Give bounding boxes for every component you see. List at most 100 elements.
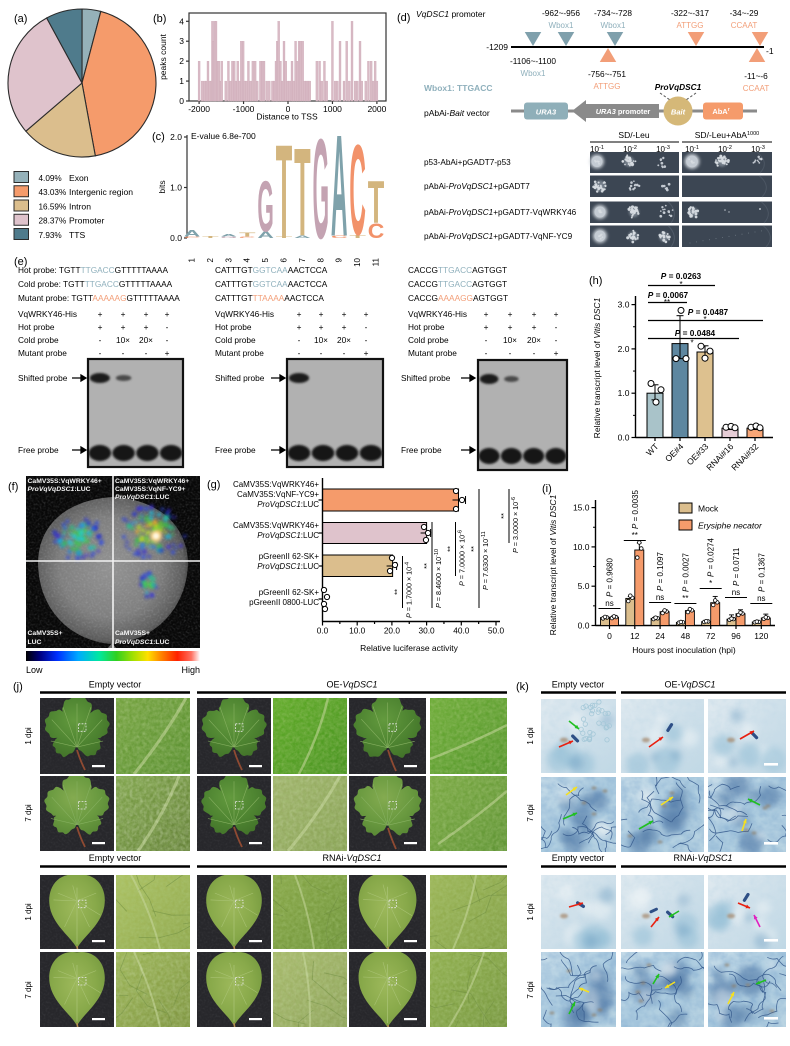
svg-text:OE-VqDSC1: OE-VqDSC1 (326, 680, 377, 690)
svg-text:-1106~-1100: -1106~-1100 (510, 56, 556, 66)
svg-text:15.0: 15.0 (573, 503, 590, 513)
svg-text:96: 96 (731, 631, 741, 641)
svg-text:0.0: 0.0 (317, 626, 329, 636)
svg-text:20×: 20× (337, 335, 351, 345)
svg-text:A: A (331, 104, 348, 266)
svg-text:10.0: 10.0 (349, 626, 366, 636)
svg-text:Empty vector: Empty vector (89, 680, 142, 690)
svg-text:*: * (703, 315, 706, 324)
svg-text:-: - (320, 348, 323, 358)
svg-text:**: ** (446, 546, 455, 552)
svg-text:Wbox1: Wbox1 (549, 21, 574, 30)
svg-text:A: A (221, 233, 238, 237)
svg-text:A: A (257, 230, 274, 241)
svg-text:VqWRKY46-His: VqWRKY46-His (215, 309, 274, 319)
svg-text:28.37%: 28.37% (39, 217, 67, 226)
svg-text:-: - (298, 348, 301, 358)
svg-text:12: 12 (630, 631, 640, 641)
svg-text:C: C (331, 235, 348, 239)
svg-text:Erysiphe necator: Erysiphe necator (698, 521, 763, 531)
svg-text:+: + (484, 322, 489, 332)
svg-text:30.0: 30.0 (419, 626, 436, 636)
svg-text:**: ** (632, 531, 638, 540)
svg-text:20×: 20× (139, 335, 153, 345)
svg-text:CaMV35S+: CaMV35S+ (115, 630, 150, 637)
svg-text:10×: 10× (116, 335, 130, 345)
svg-text:-11~-6: -11~-6 (744, 71, 768, 81)
svg-text:P = 0.0484: P = 0.0484 (675, 328, 716, 338)
svg-text:1 dpi: 1 dpi (24, 903, 33, 921)
svg-text:ProVqDSC1:LUC: ProVqDSC1:LUC (115, 494, 169, 501)
svg-text:ATTGG: ATTGG (594, 82, 621, 91)
svg-text:10-3: 10-3 (751, 145, 765, 154)
svg-text:CaMV35S:VqWRKY46+: CaMV35S:VqWRKY46+ (233, 480, 319, 489)
svg-text:0: 0 (179, 96, 184, 106)
svg-text:10×: 10× (314, 335, 328, 345)
svg-text:LUC: LUC (28, 639, 42, 646)
svg-text:CaMV35S+: CaMV35S+ (28, 630, 63, 637)
svg-text:(i): (i) (542, 483, 552, 495)
svg-text:+: + (532, 322, 537, 332)
svg-text:CATTTGTTTAAAAAACTCCA: CATTTGTTTAAAAAACTCCA (215, 293, 324, 303)
svg-text:Hot probe: Hot probe (18, 322, 55, 332)
svg-text:P = 3.0000 × 10-6: P = 3.0000 × 10-6 (511, 497, 520, 553)
svg-text:Shifted probe: Shifted probe (401, 373, 451, 383)
svg-text:3: 3 (224, 257, 233, 262)
svg-text:(b): (b) (153, 13, 166, 25)
svg-text:40.0: 40.0 (453, 626, 470, 636)
svg-text:(h): (h) (589, 275, 602, 287)
svg-text:+: + (532, 309, 537, 319)
svg-text:T: T (349, 234, 366, 240)
svg-text:P = 0.0035: P = 0.0035 (631, 490, 640, 529)
svg-text:P = 0.9680: P = 0.9680 (606, 558, 615, 597)
svg-text:1 dpi: 1 dpi (24, 727, 33, 745)
svg-text:-: - (365, 335, 368, 345)
svg-text:20.0: 20.0 (384, 626, 401, 636)
svg-text:T: T (368, 169, 385, 236)
svg-text:P = 0.1097: P = 0.1097 (656, 552, 665, 591)
svg-text:+: + (121, 309, 126, 319)
svg-text:pGreenII 62-SK+: pGreenII 62-SK+ (259, 552, 320, 561)
svg-text:0: 0 (286, 104, 291, 114)
svg-text:-: - (365, 322, 368, 332)
svg-text:CaMV35S:VqNF-YC9+: CaMV35S:VqNF-YC9+ (237, 490, 319, 499)
svg-text:0.0: 0.0 (578, 621, 590, 631)
svg-text:7 dpi: 7 dpi (24, 804, 33, 822)
svg-text:7.93%: 7.93% (39, 231, 62, 240)
svg-text:0.0: 0.0 (618, 433, 630, 443)
svg-text:pGreenII 0800-LUC: pGreenII 0800-LUC (249, 598, 319, 607)
svg-text:+: + (554, 348, 559, 358)
svg-text:*: * (709, 579, 712, 588)
svg-text:P = 0.0263: P = 0.0263 (661, 271, 702, 281)
svg-text:*: * (679, 280, 682, 289)
svg-text:+: + (144, 322, 149, 332)
svg-text:+: + (297, 309, 302, 319)
svg-text:Relative luciferase activity: Relative luciferase activity (360, 643, 459, 653)
svg-text:T: T (239, 232, 256, 238)
svg-text:ProVqDSC1:LUC: ProVqDSC1:LUC (257, 562, 319, 571)
svg-text:4: 4 (179, 16, 184, 26)
svg-text:P = 8.4600 × 10-10: P = 8.4600 × 10-10 (434, 549, 443, 608)
svg-text:Mutant probe: Mutant probe (408, 348, 457, 358)
svg-text:48: 48 (681, 631, 691, 641)
svg-text:Cold probe: Cold probe (18, 335, 59, 345)
svg-text:bits: bits (157, 180, 167, 193)
svg-text:+: + (319, 309, 324, 319)
svg-text:Cold probe: TGTTTTGACCGTTTTTAA: Cold probe: TGTTTTGACCGTTTTTAAAA (18, 279, 173, 289)
svg-text:C: C (349, 118, 366, 263)
svg-text:+: + (144, 309, 149, 319)
svg-text:T: T (294, 123, 311, 263)
svg-text:10-3: 10-3 (656, 145, 670, 154)
svg-text:Cold probe: Cold probe (215, 335, 256, 345)
svg-text:SD/-Leu: SD/-Leu (618, 130, 649, 140)
svg-text:10: 10 (353, 257, 362, 266)
svg-text:P = 0.0487: P = 0.0487 (688, 307, 729, 317)
svg-text:Free probe: Free probe (18, 445, 59, 455)
svg-text:Mutant probe: Mutant probe (18, 348, 67, 358)
svg-text:pAbAi-ProVqDSC1+pGADT7: pAbAi-ProVqDSC1+pGADT7 (424, 182, 530, 191)
svg-text:RNAi-VqDSC1: RNAi-VqDSC1 (673, 853, 732, 863)
svg-text:1.0: 1.0 (618, 388, 630, 398)
svg-text:4: 4 (243, 257, 252, 262)
svg-text:10-2: 10-2 (623, 145, 637, 154)
svg-text:-1209: -1209 (486, 42, 508, 52)
